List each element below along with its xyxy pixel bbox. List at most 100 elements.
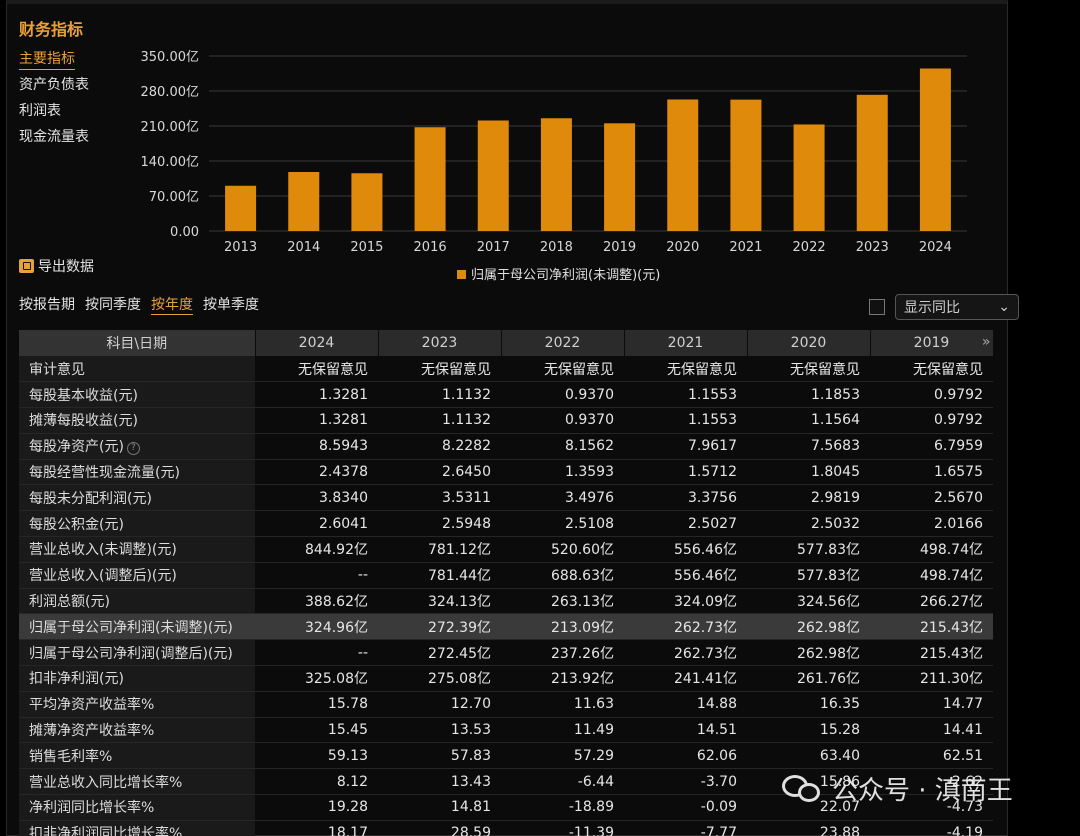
table-cell: 388.62亿: [255, 588, 378, 615]
header-year[interactable]: 2020: [747, 330, 871, 356]
table-cell: 7.5683: [747, 433, 870, 460]
nav-main-indicators[interactable]: 主要指标: [19, 48, 75, 70]
table-row[interactable]: 每股净资产(元)? 8.5943 8.2282 8.1562 7.9617 7.5683 6…: [19, 433, 993, 460]
bar-2023[interactable]: [856, 94, 888, 231]
side-nav: 主要指标 资产负债表 利润表 现金流量表: [19, 48, 89, 152]
table-row[interactable]: 每股未分配利润(元) 3.8340 3.5311 3.4976 3.3756 2.9819…: [19, 484, 993, 512]
table-row[interactable]: 扣非净利润(元) 325.08亿 275.08亿 213.92亿 241.41亿 261.…: [19, 665, 993, 692]
table-cell: 241.41亿: [624, 665, 747, 692]
indicator-table: 科目\日期 2024 2023 2022 2021 2020 2019 » 审计…: [19, 330, 994, 836]
row-label-text: 每股公积金(元): [29, 516, 124, 533]
table-cell: 8.5943: [255, 433, 378, 460]
table-cell: 62.51: [870, 742, 993, 770]
table-row[interactable]: 营业总收入(调整后)(元) -- 781.44亿 688.63亿 556.46亿 577.…: [19, 562, 993, 589]
table-cell: --: [255, 562, 378, 589]
table-row[interactable]: 营业总收入(未调整)(元) 844.92亿 781.12亿 520.60亿 556.46…: [19, 536, 993, 563]
table-cell: 262.98亿: [747, 613, 870, 641]
header-year[interactable]: 2022: [501, 330, 625, 356]
watermark: 公众号 · 滇南王: [780, 770, 1013, 807]
x-tick-label: 2023: [856, 240, 889, 255]
export-label: 导出数据: [38, 259, 94, 275]
header-year[interactable]: 2024: [255, 330, 379, 356]
row-label-text: 归属于母公司净利润(未调整)(元): [29, 619, 233, 636]
table-row[interactable]: 每股基本收益(元) 1.3281 1.1132 0.9370 1.1553 1.1853 0…: [19, 381, 993, 409]
table-cell: 2.6041: [255, 510, 378, 538]
row-label: 每股净资产(元)?: [19, 433, 255, 460]
header-year-label: 2019: [913, 335, 950, 351]
bar-2016[interactable]: [414, 127, 446, 231]
table-row[interactable]: 审计意见 无保留意见 无保留意见 无保留意见 无保留意见 无保留意见 无保留意见: [19, 356, 993, 383]
tab-single-quarter[interactable]: 按单季度: [203, 297, 259, 313]
bar-2013[interactable]: [225, 185, 257, 231]
bar-2019[interactable]: [604, 123, 636, 231]
table-row[interactable]: 净利润同比增长率% 19.28 14.81 -18.89 -0.09 22.07 -4.73: [19, 794, 993, 821]
header-subject-date: 科目\日期: [19, 330, 256, 356]
bar-2017[interactable]: [477, 120, 509, 232]
nav-income-statement[interactable]: 利润表: [19, 103, 61, 119]
x-tick-label: 2024: [919, 240, 952, 255]
help-icon[interactable]: ?: [126, 442, 140, 456]
table-cell: 无保留意见: [501, 356, 624, 383]
x-tick-label: 2020: [666, 240, 699, 255]
table-row[interactable]: 每股公积金(元) 2.6041 2.5948 2.5108 2.5027 2.5032 2.…: [19, 510, 993, 538]
yoy-select[interactable]: 显示同比 ⌄: [895, 294, 1019, 320]
table-row[interactable]: 归属于母公司净利润(调整后)(元) -- 272.45亿 237.26亿 262.73亿…: [19, 639, 993, 667]
bar-2022[interactable]: [793, 124, 825, 231]
table-cell: 无保留意见: [378, 356, 501, 383]
more-columns-icon[interactable]: »: [981, 334, 991, 350]
header-year[interactable]: 2023: [378, 330, 502, 356]
row-label-text: 每股净资产(元): [29, 439, 124, 456]
table-row[interactable]: 摊薄每股收益(元) 1.3281 1.1132 0.9370 1.1553 1.1564 0…: [19, 407, 993, 434]
y-tick-label: 210.00亿: [141, 120, 200, 135]
tab-by-report[interactable]: 按报告期: [19, 297, 75, 313]
table-cell: 262.73亿: [624, 613, 747, 641]
table-cell: 3.3756: [624, 484, 747, 512]
bar-2015[interactable]: [351, 173, 383, 231]
yoy-label: 显示同比: [904, 300, 960, 316]
table-row[interactable]: 摊薄净资产收益率% 15.45 13.53 11.49 14.51 15.28 14.41: [19, 717, 993, 744]
table-cell: 1.3281: [255, 381, 378, 409]
header-year[interactable]: 2021: [624, 330, 748, 356]
row-label: 利润总额(元): [19, 588, 255, 615]
tab-annual[interactable]: 按年度: [151, 294, 193, 315]
bar-2020[interactable]: [667, 99, 699, 232]
table-row[interactable]: 平均净资产收益率% 15.78 12.70 11.63 14.88 16.35 14.77: [19, 691, 993, 718]
bar-2021[interactable]: [730, 99, 762, 232]
table-row[interactable]: 销售毛利率% 59.13 57.83 57.29 62.06 63.40 62.51: [19, 742, 993, 770]
table-cell: -4.19: [870, 820, 993, 836]
table-cell: 57.83: [378, 742, 501, 770]
table-cell: 14.51: [624, 717, 747, 744]
row-label: 扣非净利润同比增长率%: [19, 820, 255, 836]
table-cell: 1.1553: [624, 381, 747, 409]
tab-same-quarter[interactable]: 按同季度: [85, 297, 141, 313]
bar-2024[interactable]: [919, 68, 951, 232]
table-cell: 62.06: [624, 742, 747, 770]
row-label: 平均净资产收益率%: [19, 691, 255, 718]
row-label-text: 扣非净利润(元): [29, 671, 124, 688]
table-row[interactable]: 营业总收入同比增长率% 8.12 13.43 -6.44 -3.70 15.86 -2.62: [19, 768, 993, 796]
table-cell: 275.08亿: [378, 665, 501, 692]
table-row[interactable]: 扣非净利润同比增长率% 18.17 28.59 -11.39 -7.77 23.88 -4.…: [19, 820, 993, 836]
header-year[interactable]: 2019 »: [870, 330, 994, 356]
x-tick-label: 2019: [603, 240, 636, 255]
wechat-icon: [780, 771, 824, 807]
table-cell: 215.43亿: [870, 613, 993, 641]
yoy-checkbox[interactable]: [869, 299, 885, 315]
table-row[interactable]: 每股经营性现金流量(元) 2.4378 2.6450 1.3593 1.5712 1.80…: [19, 459, 993, 486]
table-cell: 1.5712: [624, 459, 747, 486]
nav-cash-flow[interactable]: 现金流量表: [19, 129, 89, 145]
table-row[interactable]: 利润总额(元) 388.62亿 324.13亿 263.13亿 324.09亿 324.5…: [19, 588, 993, 615]
table-cell: 556.46亿: [624, 536, 747, 563]
table-cell: 13.53: [378, 717, 501, 744]
bar-2018[interactable]: [540, 118, 572, 231]
export-data-button[interactable]: 导出数据: [19, 256, 94, 276]
row-label-text: 净利润同比增长率%: [29, 800, 155, 817]
table-cell: 7.9617: [624, 433, 747, 460]
table-cell: 1.3593: [501, 459, 624, 486]
table-cell: 无保留意见: [624, 356, 747, 383]
table-row[interactable]: 归属于母公司净利润(未调整)(元) 324.96亿 272.39亿 213.09亿 26…: [19, 613, 993, 641]
nav-balance-sheet[interactable]: 资产负债表: [19, 77, 89, 93]
bar-2014[interactable]: [288, 172, 320, 231]
table-cell: 8.2282: [378, 433, 501, 460]
table-cell: 2.5670: [870, 484, 993, 512]
